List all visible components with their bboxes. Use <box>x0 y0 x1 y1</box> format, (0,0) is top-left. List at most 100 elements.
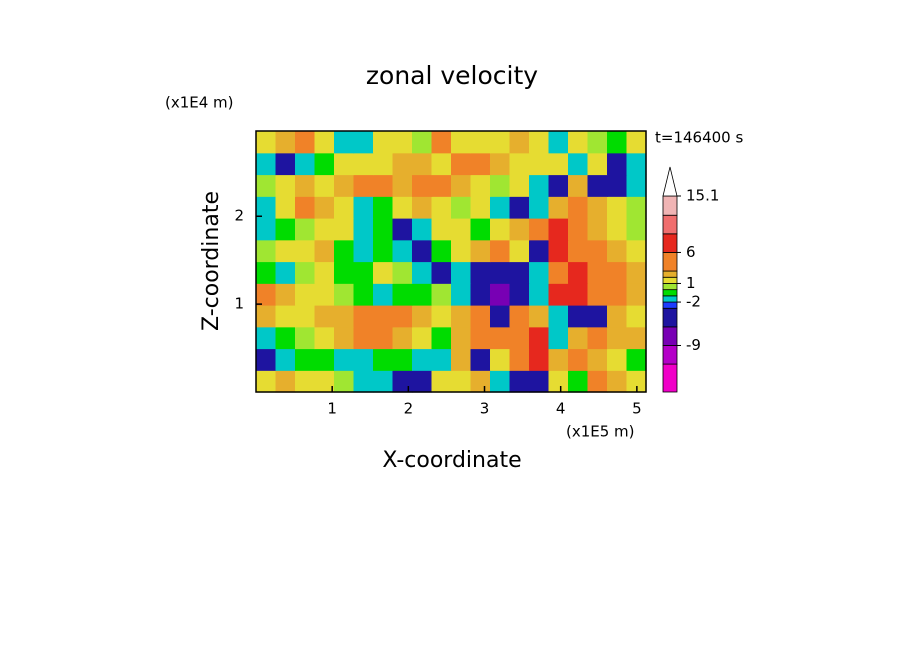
colorbar-segment <box>662 214 678 235</box>
contour-cell <box>509 283 530 306</box>
contour-cell <box>295 196 316 219</box>
contour-cell <box>392 152 413 176</box>
colorbar-segment <box>662 345 678 365</box>
contour-cell <box>529 239 550 263</box>
contour-cell <box>607 261 628 284</box>
colorbar-tick-label: 6 <box>686 243 696 261</box>
contour-cell <box>275 218 296 241</box>
contour-cell <box>470 196 491 219</box>
contour-cell <box>412 239 433 263</box>
y-tick-label: 1 <box>234 295 244 313</box>
contour-cell <box>353 174 374 197</box>
contour-cell <box>490 196 511 219</box>
contour-cell <box>587 370 608 393</box>
contour-cell <box>548 261 569 284</box>
contour-cell <box>587 174 608 197</box>
contour-cell <box>412 261 433 284</box>
contour-cell <box>314 131 335 154</box>
contour-cell <box>353 261 374 284</box>
contour-cell <box>529 348 550 371</box>
contour-cell <box>295 283 316 306</box>
contour-cell <box>392 370 413 393</box>
contour-cell <box>334 305 355 328</box>
contour-cell <box>295 131 316 154</box>
contour-cell <box>451 174 472 197</box>
contour-cell <box>490 131 511 154</box>
colorbar-tick-label: 15.1 <box>686 187 719 205</box>
colorbar-segment <box>662 363 678 393</box>
contour-cell <box>353 326 374 350</box>
contour-cell <box>334 283 355 306</box>
contour-cell <box>256 348 277 371</box>
chart-title: zonal velocity <box>366 61 538 90</box>
contour-cell <box>431 283 452 306</box>
contour-cell <box>412 131 433 154</box>
contour-cell <box>314 152 335 176</box>
contour-cell <box>607 218 628 241</box>
contour-cell <box>392 305 413 328</box>
contour-cell <box>295 261 316 284</box>
contour-cell <box>392 283 413 306</box>
contour-cell <box>295 152 316 176</box>
contour-cell <box>392 261 413 284</box>
x-tick-label: 4 <box>556 400 566 418</box>
colorbar-segment <box>662 283 678 291</box>
contour-cell <box>314 370 335 393</box>
contour-cell <box>470 370 491 393</box>
colorbar-segment <box>662 270 678 278</box>
contour-cell <box>451 152 472 176</box>
contour-cell <box>412 218 433 241</box>
contour-cell <box>568 174 589 197</box>
contour-cell <box>451 131 472 154</box>
colorbar-segment <box>662 301 678 309</box>
contour-cell <box>509 196 530 219</box>
contour-cell <box>607 196 628 219</box>
contour-cell <box>490 174 511 197</box>
contour-cell <box>334 218 355 241</box>
contour-cell <box>626 174 647 197</box>
contour-cell <box>314 218 335 241</box>
contour-cell <box>548 239 569 263</box>
contour-cell <box>470 174 491 197</box>
contour-cell <box>568 370 589 393</box>
contour-cell <box>334 196 355 219</box>
contour-cell <box>431 370 452 393</box>
contour-cell <box>392 131 413 154</box>
y-axis-label: Z-coordinate <box>199 191 224 331</box>
contour-cell <box>587 131 608 154</box>
contour-cell <box>509 370 530 393</box>
contour-cell <box>490 370 511 393</box>
colorbar-segment <box>662 289 678 297</box>
contour-cell <box>373 283 394 306</box>
contour-cell <box>509 348 530 371</box>
contour-cell <box>509 218 530 241</box>
contour-cell <box>587 218 608 241</box>
contour-cell <box>509 131 530 154</box>
contour-cell <box>412 152 433 176</box>
contour-cell <box>256 196 277 219</box>
colorbar-segment <box>662 326 678 346</box>
contour-cell <box>626 239 647 263</box>
contour-cell <box>431 152 452 176</box>
contour-cell <box>412 348 433 371</box>
contour-cell <box>451 326 472 350</box>
contour-cell <box>353 348 374 371</box>
contour-cell <box>373 326 394 350</box>
contour-cell <box>607 283 628 306</box>
contour-cell <box>548 305 569 328</box>
contour-cell <box>451 305 472 328</box>
contour-cell <box>373 370 394 393</box>
contour-cell <box>529 261 550 284</box>
contour-cell <box>256 326 277 350</box>
contour-cell <box>529 218 550 241</box>
y-tick-label: 2 <box>234 207 244 225</box>
colorbar-tick-label: -9 <box>686 336 701 354</box>
contour-cell <box>587 283 608 306</box>
contour-cell <box>587 152 608 176</box>
contour-cell <box>412 174 433 197</box>
contour-cell <box>470 261 491 284</box>
contour-cell <box>451 196 472 219</box>
contour-cell <box>470 218 491 241</box>
colorbar-segment <box>662 195 678 216</box>
contour-cell <box>431 131 452 154</box>
